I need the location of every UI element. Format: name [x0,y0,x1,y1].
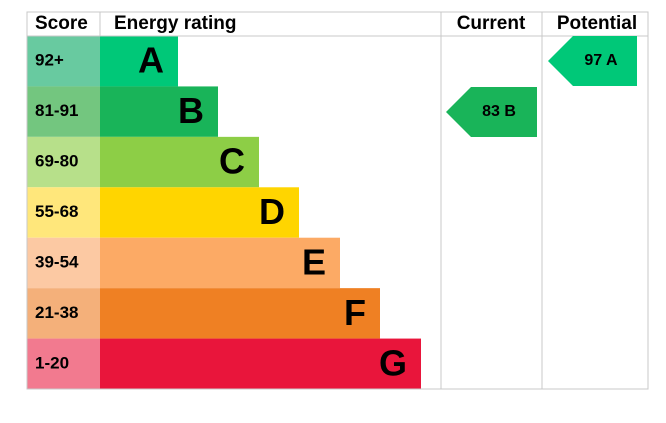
score-range: 21-38 [35,303,78,322]
rating-bar [100,187,299,238]
rating-bar [100,136,259,188]
rating-bar [100,237,340,289]
score-range: 55-68 [35,202,78,221]
score-cell [27,288,100,339]
potential-arrow [548,36,637,86]
band-letter: G [379,342,407,383]
score-cell [27,187,100,238]
score-cell [27,36,100,87]
header-rating: Energy rating [114,13,236,34]
band-letter: A [138,40,164,81]
score-range: 69-80 [35,152,78,171]
score-range: 81-91 [35,101,78,120]
current-rating: 83 B [482,103,516,120]
rating-bar [100,338,421,389]
score-cell [27,237,100,289]
score-range: 1-20 [35,353,69,372]
score-cell [27,338,100,389]
band-letter: C [219,141,245,182]
header-current: Current [457,13,526,34]
band-letter: B [178,90,204,131]
current-arrow [446,87,537,137]
score-range: 39-54 [35,252,79,271]
rating-bar [100,288,380,339]
table-frame [26,11,649,390]
score-cell [27,136,100,188]
rating-bar [100,36,178,87]
band-letter: D [259,191,285,232]
band-letter: E [302,241,326,282]
potential-rating: 97 A [584,52,618,69]
header-potential: Potential [557,13,637,34]
header-score: Score [35,13,88,34]
score-cell [27,86,100,137]
rating-bar [100,86,218,137]
score-range: 92+ [35,51,64,70]
band-letter: F [344,292,366,333]
